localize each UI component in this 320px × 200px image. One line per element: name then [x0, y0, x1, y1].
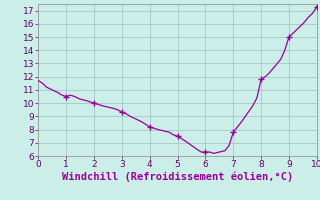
X-axis label: Windchill (Refroidissement éolien,°C): Windchill (Refroidissement éolien,°C) [62, 172, 293, 182]
